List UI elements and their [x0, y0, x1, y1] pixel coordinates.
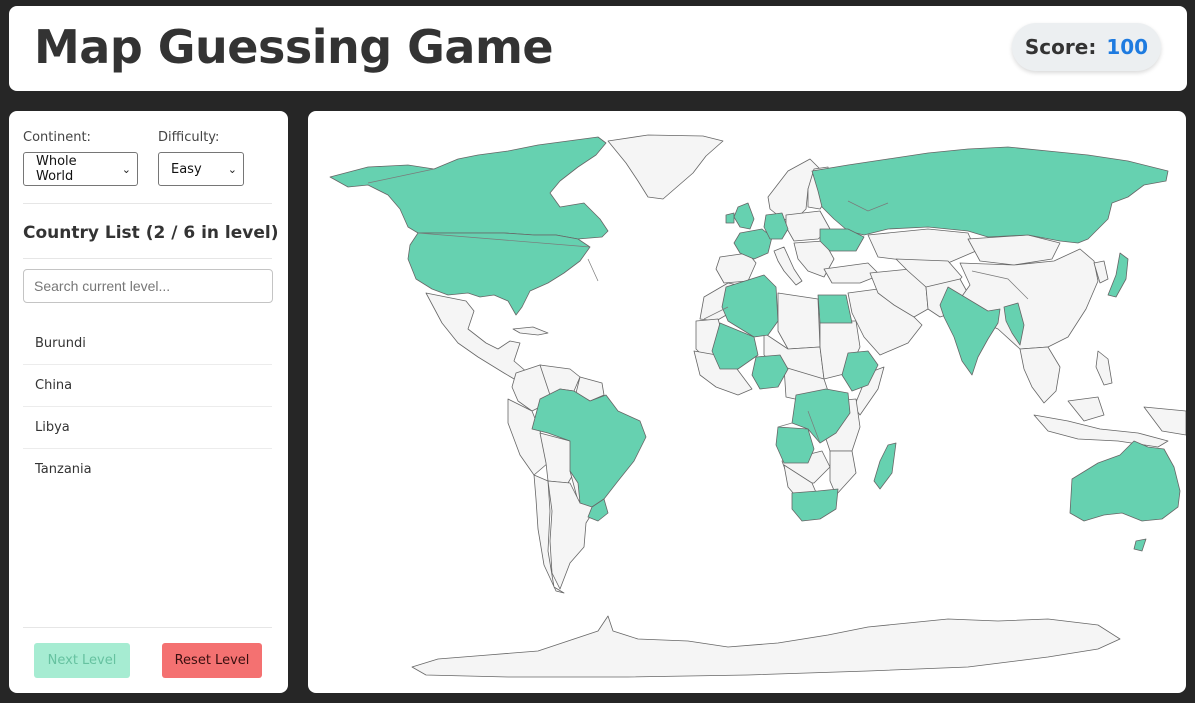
country-mali[interactable] — [711, 322, 759, 370]
country-japan[interactable] — [1107, 252, 1129, 298]
country-russia[interactable] — [811, 146, 1169, 244]
country-italy[interactable] — [773, 246, 803, 286]
score-value: 100 — [1106, 35, 1149, 59]
world-map[interactable] — [308, 111, 1186, 693]
country-united-kingdom[interactable] — [733, 202, 755, 230]
country-cuba[interactable] — [512, 326, 549, 336]
country-egypt[interactable] — [817, 294, 853, 324]
reset-level-button[interactable]: Reset Level — [162, 643, 262, 678]
divider — [23, 258, 272, 259]
list-item[interactable]: Burundi — [23, 323, 272, 365]
country-chile[interactable] — [533, 474, 565, 594]
country-canada[interactable] — [329, 136, 609, 240]
country-uruguay[interactable] — [587, 498, 609, 522]
chevron-down-icon: ⌄ — [227, 162, 237, 176]
difficulty-select[interactable]: Easy ⌄ — [158, 152, 244, 186]
difficulty-label: Difficulty: — [158, 130, 220, 145]
country-australia[interactable] — [1069, 440, 1181, 522]
list-item[interactable]: China — [23, 365, 272, 407]
country-angola[interactable] — [775, 426, 815, 464]
country-indonesia[interactable] — [1033, 414, 1169, 448]
country-list: Burundi China Libya Tanzania — [23, 323, 272, 491]
country-greenland[interactable] — [607, 134, 724, 200]
country-ecuador-peru[interactable] — [507, 398, 549, 476]
score-label: Score: — [1024, 35, 1097, 59]
country-myanmar[interactable] — [1003, 302, 1025, 346]
continent-select[interactable]: Whole World ⌄ — [23, 152, 138, 186]
internal-borders — [367, 168, 1029, 444]
country-ireland[interactable] — [725, 212, 735, 224]
country-ethiopia[interactable] — [841, 350, 879, 392]
country-dr-congo[interactable] — [791, 388, 851, 444]
list-item[interactable]: Libya — [23, 407, 272, 449]
country-korea[interactable] — [1093, 260, 1109, 284]
continent-select-value: Whole World — [36, 154, 77, 184]
sidebar-panel: Continent: Whole World ⌄ Difficulty: Eas… — [9, 111, 288, 693]
page-title: Map Guessing Game — [34, 20, 554, 74]
country-united-states[interactable] — [407, 232, 591, 316]
country-ukraine[interactable] — [819, 228, 865, 252]
country-mongolia[interactable] — [967, 234, 1061, 266]
country-indochina[interactable] — [1019, 346, 1061, 404]
country-france[interactable] — [733, 228, 773, 260]
difficulty-select-value: Easy — [171, 161, 202, 177]
country-south-africa[interactable] — [791, 488, 839, 522]
country-germany[interactable] — [763, 212, 789, 240]
country-mozambique[interactable] — [829, 450, 857, 496]
score-badge: Score: 100 — [1012, 23, 1161, 71]
search-input[interactable] — [23, 269, 273, 303]
world-map-panel — [308, 111, 1186, 693]
country-mexico[interactable] — [425, 292, 539, 387]
list-item[interactable]: Tanzania — [35, 462, 92, 477]
country-kazakhstan[interactable] — [867, 228, 977, 264]
country-madagascar[interactable] — [873, 442, 897, 490]
country-borneo[interactable] — [1067, 396, 1105, 422]
country-nigeria[interactable] — [751, 354, 789, 390]
country-turkey[interactable] — [823, 262, 881, 284]
country-brazil[interactable] — [531, 388, 647, 508]
guessed-countries — [329, 136, 1181, 552]
country-algeria[interactable] — [721, 274, 779, 338]
country-libya[interactable] — [777, 292, 821, 350]
country-antarctica[interactable] — [411, 615, 1121, 678]
divider — [23, 627, 272, 628]
difficulty-group: Difficulty: Easy ⌄ — [158, 130, 244, 186]
country-scandinavia[interactable] — [767, 158, 821, 224]
next-level-button[interactable]: Next Level — [34, 643, 130, 678]
country-list-title: Country List (2 / 6 in level) — [23, 223, 279, 243]
country-tasmania[interactable] — [1133, 538, 1147, 552]
country-india[interactable] — [939, 286, 1001, 376]
country-argentina[interactable] — [547, 480, 597, 590]
divider — [23, 203, 272, 204]
chevron-down-icon: ⌄ — [121, 162, 131, 176]
header-bar: Map Guessing Game Score: 100 — [9, 6, 1187, 91]
continent-label: Continent: — [23, 130, 91, 145]
country-philippines[interactable] — [1095, 350, 1113, 386]
continent-group: Continent: Whole World ⌄ — [23, 130, 138, 186]
unguessed-countries — [411, 134, 1186, 678]
country-new-guinea[interactable] — [1143, 406, 1186, 436]
